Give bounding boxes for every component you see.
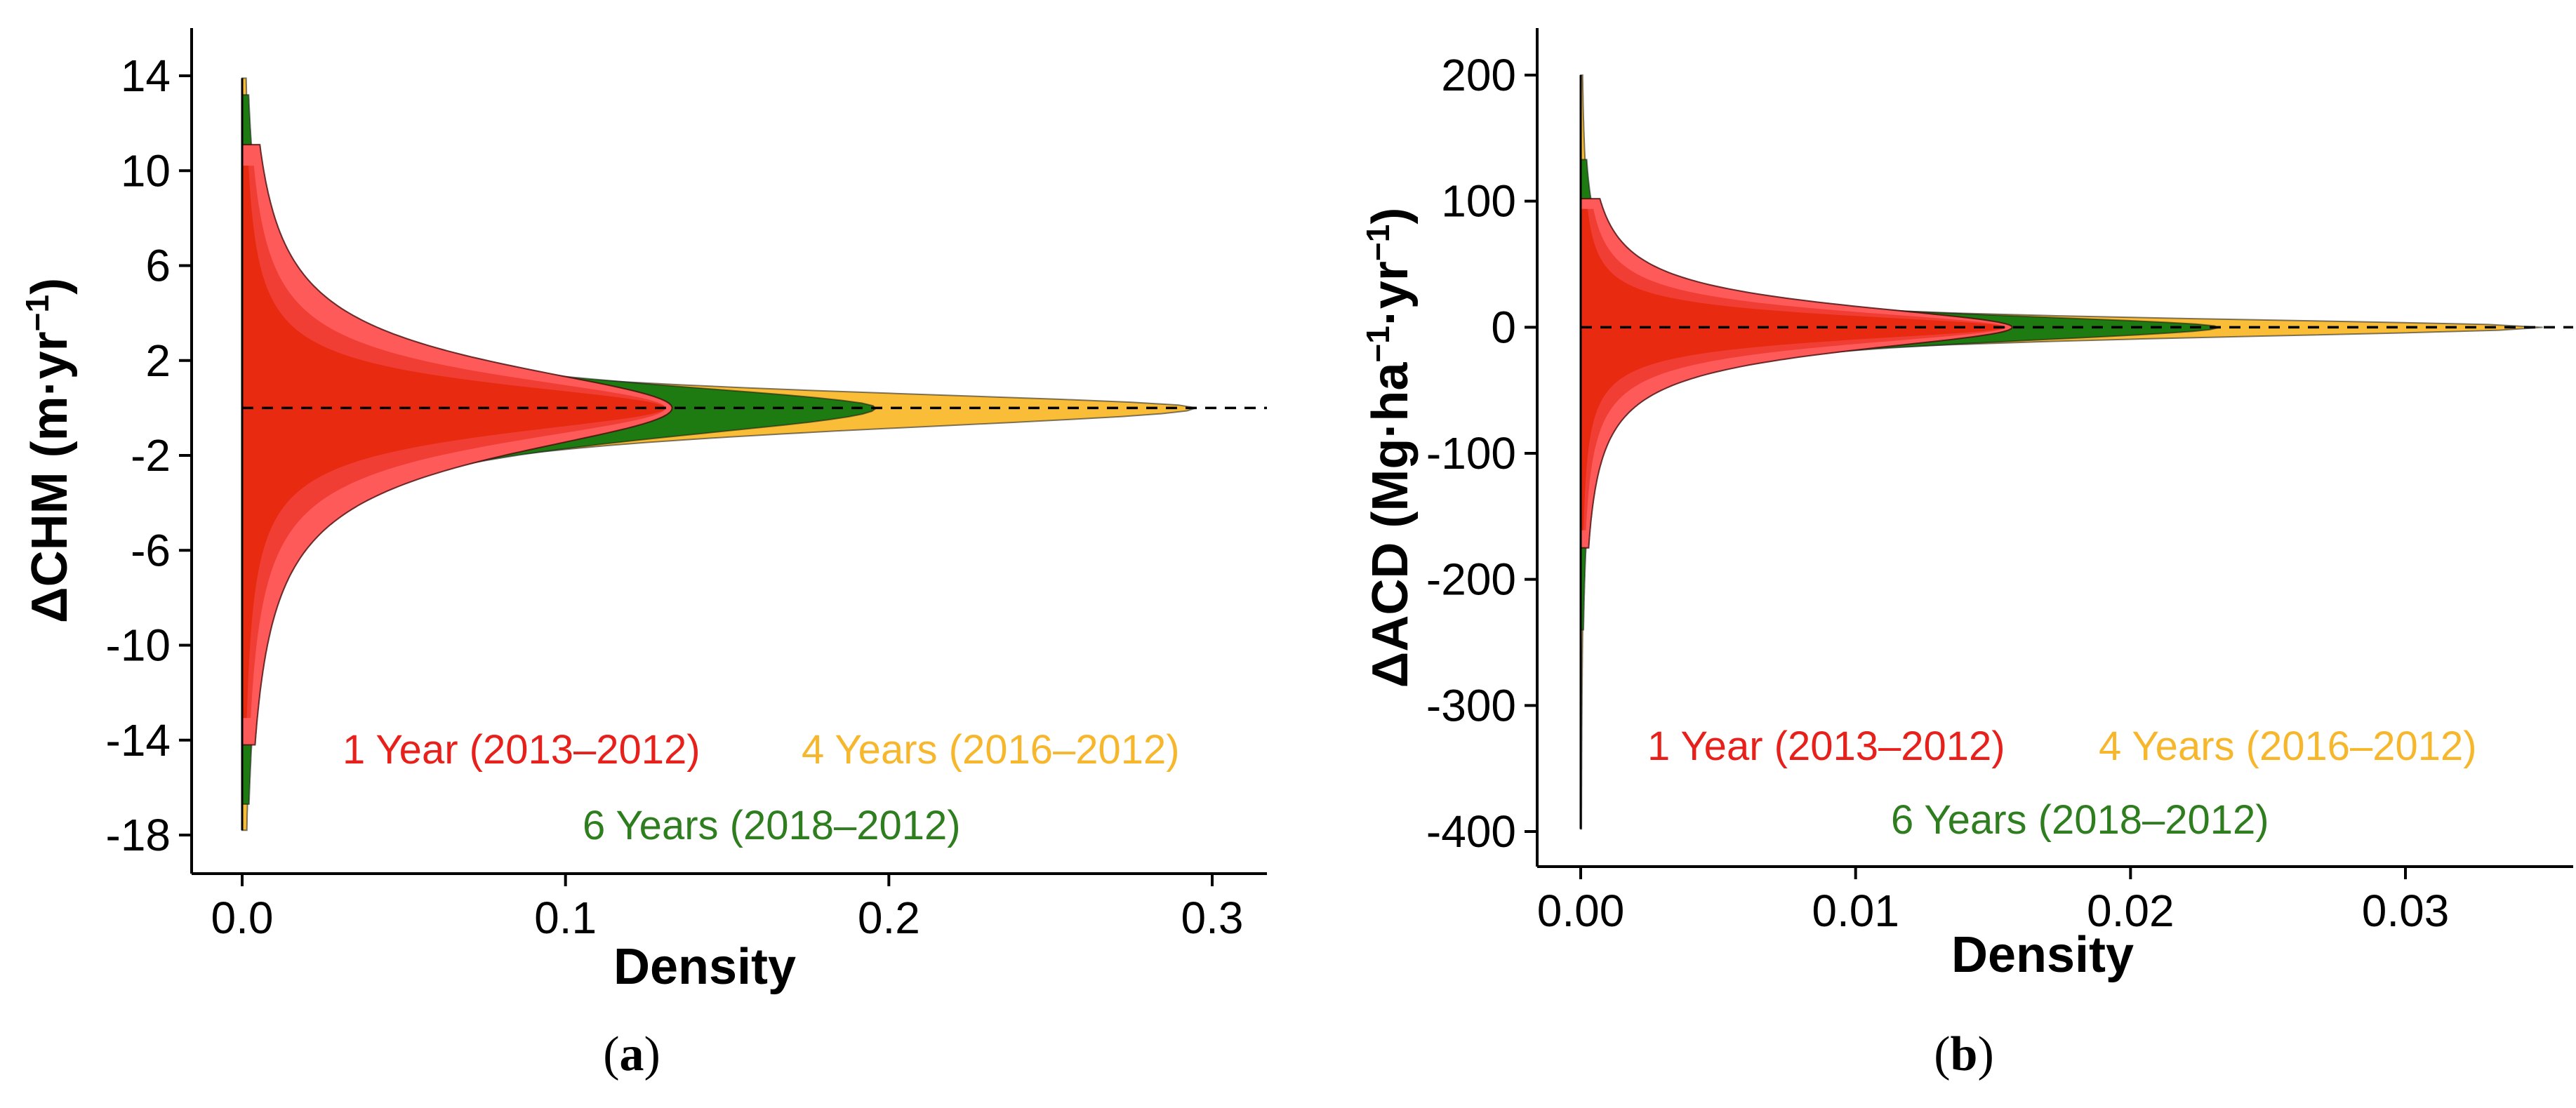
panel-letter-a: a [620, 1027, 644, 1081]
density-outline-1-year-2013-2012 [241, 144, 673, 746]
y-axis-title-end: ) [22, 278, 78, 295]
x-tick-label: 0.3 [1181, 893, 1244, 943]
x-tick-label: 0.03 [2362, 886, 2450, 936]
y-tick-label: -200 [1426, 554, 1516, 605]
density-inner-band-1-year-2013-2012-1 [242, 166, 666, 719]
y-tick-label: -300 [1426, 680, 1516, 730]
x-ticks: 0.0 0.1 0.2 0.3 [211, 874, 1244, 943]
density-area-6-years-2018-2012 [1580, 159, 2220, 631]
legend-item-4-years: 4 Years (2016–2012) [802, 727, 1180, 773]
y-tick-label: 2 [145, 335, 171, 386]
y-tick-label: 0 [1491, 302, 1516, 352]
y-tick-label: -14 [106, 715, 171, 766]
x-tick-label: 0.2 [858, 893, 920, 943]
density-inner-band-1-year-2013-2012-1 [1581, 208, 2006, 530]
y-ticks: 200 100 0 -100 -200 -300 -400 [1426, 50, 1537, 857]
y-axis-title-sup: −1 [19, 295, 55, 331]
x-ticks: 0.00 0.01 0.02 0.03 [1537, 867, 2450, 936]
legend-item-1-year: 1 Year (2013–2012) [343, 727, 701, 773]
panel-label-a: (a) [603, 1027, 660, 1081]
y-tick-label: -6 [131, 525, 171, 575]
density-area-4-years-2016-2012 [1580, 74, 2543, 830]
x-tick-label: 0.01 [1812, 886, 1899, 936]
density-outline-1-year-2013-2012 [1580, 198, 2013, 549]
panel-b: 0.00 0.01 0.02 0.03 200 100 0 -100 -200 -300 -400… [1360, 28, 2573, 1081]
y-tick-label: 14 [121, 51, 171, 101]
y-tick-label: -10 [106, 620, 171, 671]
density-series-group [241, 77, 1267, 832]
y-axis-title-main: ΔCHM (m·yr [22, 331, 78, 623]
x-tick-label: 0.00 [1537, 886, 1625, 936]
y-tick-label: 100 [1441, 176, 1516, 227]
legend-item-6-years: 6 Years (2018–2012) [1891, 797, 2269, 843]
x-axis-title: Density [613, 939, 796, 995]
y-axis-title-mid: ·yr [1362, 261, 1419, 326]
y-tick-label: 200 [1441, 50, 1516, 100]
x-tick-label: 0.1 [534, 893, 597, 943]
axes [190, 28, 1267, 875]
y-axis-title-sup-1: −1 [1360, 326, 1396, 362]
panel-a: 0.0 0.1 0.2 0.3 14 10 6 2 -2 -6 -10 -14 -18 Density… [19, 28, 1267, 1081]
axes [1536, 28, 2573, 868]
legend-item-6-years: 6 Years (2018–2012) [583, 803, 961, 848]
legend-item-4-years: 4 Years (2016–2012) [2099, 723, 2477, 769]
x-tick-label: 0.0 [211, 893, 274, 943]
y-axis-title-end: ) [1362, 208, 1419, 225]
y-tick-label: -18 [106, 810, 171, 860]
panel-label-b: (b) [1934, 1027, 1994, 1081]
legend-item-1-year: 1 Year (2013–2012) [1647, 723, 2005, 769]
y-axis-title: ΔACD (Mg·ha−1·yr−1) [1360, 208, 1419, 688]
x-tick-label: 0.02 [2087, 886, 2175, 936]
density-inner-band-1-year-2013-2012-2 [242, 166, 666, 719]
y-axis-title-sup-2: −1 [1360, 225, 1396, 261]
x-axis-title: Density [1951, 927, 2134, 983]
density-series-group [1579, 74, 2573, 830]
y-tick-label: -400 [1426, 806, 1516, 857]
y-tick-label: 10 [121, 145, 171, 196]
y-ticks: 14 10 6 2 -2 -6 -10 -14 -18 [106, 51, 192, 860]
y-tick-label: -2 [131, 430, 171, 481]
y-axis-title-main: ΔACD (Mg·ha [1362, 362, 1419, 688]
y-tick-label: 6 [145, 241, 171, 291]
y-tick-label: -100 [1426, 428, 1516, 479]
y-axis-title: ΔCHM (m·yr−1) [19, 278, 78, 623]
panel-letter-b: b [1951, 1027, 1978, 1081]
